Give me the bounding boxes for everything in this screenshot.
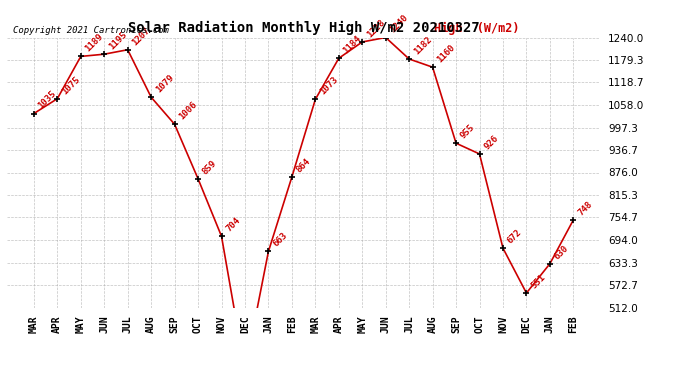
Text: 1228: 1228 (365, 18, 386, 39)
Text: 1160: 1160 (435, 43, 457, 64)
Text: 864: 864 (295, 156, 313, 174)
Text: 1184: 1184 (342, 34, 363, 56)
Title: Solar Radiation Monthly High W/m2 20210327: Solar Radiation Monthly High W/m2 202103… (128, 21, 480, 35)
Text: 1182: 1182 (412, 34, 433, 56)
Text: 551: 551 (529, 273, 547, 290)
Text: Copyright 2021 Cartronics.com: Copyright 2021 Cartronics.com (13, 26, 169, 35)
Text: 672: 672 (506, 228, 524, 245)
Text: 1075: 1075 (60, 74, 81, 96)
Text: 1207: 1207 (130, 26, 152, 47)
Text: 663: 663 (271, 231, 289, 249)
Text: 1006: 1006 (177, 100, 199, 122)
Text: 748: 748 (576, 200, 594, 217)
Text: 1189: 1189 (83, 32, 105, 54)
Text: 926: 926 (482, 134, 500, 151)
Text: 1035: 1035 (37, 89, 58, 111)
Text: 704: 704 (224, 216, 242, 234)
Text: 1240: 1240 (388, 13, 410, 35)
Text: 1079: 1079 (154, 73, 175, 94)
Text: 1195: 1195 (107, 30, 128, 51)
Text: 955: 955 (459, 123, 477, 140)
Text: 630: 630 (553, 243, 571, 261)
Text: 342: 342 (0, 374, 1, 375)
Text: 859: 859 (201, 158, 219, 176)
Text: High  (W/m2): High (W/m2) (434, 22, 520, 35)
Text: 1073: 1073 (318, 75, 339, 97)
